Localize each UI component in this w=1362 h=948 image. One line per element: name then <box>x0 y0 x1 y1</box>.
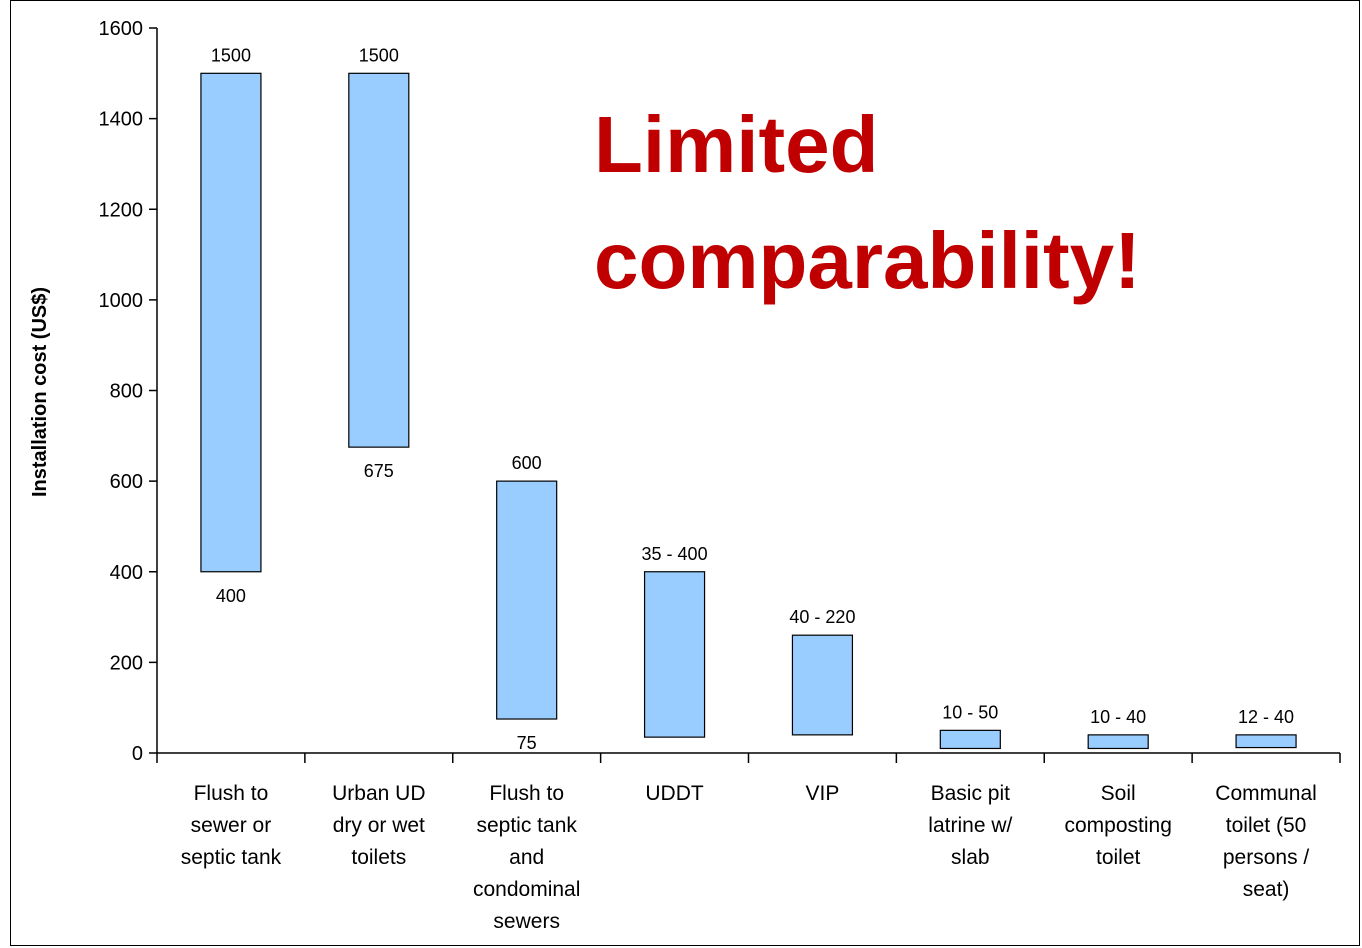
bar-top-label: 10 - 40 <box>1090 707 1146 727</box>
x-category-label-line: persons / <box>1223 846 1310 869</box>
range-bar <box>1087 734 1149 750</box>
x-category-label: Communal toilet (50 persons / seat) <box>1215 782 1317 901</box>
x-category-label: Flush to septic tank and condominal sewers <box>473 782 580 933</box>
y-tick-label: 1200 <box>99 199 144 221</box>
range-bar <box>939 729 1001 750</box>
data-labels: 1500 400 1500 675 600 75 35 - 400 40 - 220 10 - … <box>211 45 1294 753</box>
x-category-label-line: Soil <box>1101 782 1136 805</box>
annotation-line-2: comparability! <box>594 216 1141 305</box>
y-tick-label: 400 <box>110 562 143 584</box>
annotation-line-1: Limited <box>594 100 878 189</box>
x-category-label: Soil composting toilet <box>1064 782 1171 869</box>
bar-top-label: 1500 <box>359 45 399 65</box>
x-category-label: UDDT <box>645 782 703 805</box>
x-category-label-line: sewer or <box>191 814 272 837</box>
x-category-label-line: dry or wet <box>333 814 425 837</box>
x-category-label-line: composting <box>1064 814 1171 837</box>
x-category-label-line: Flush to <box>194 782 269 805</box>
bar-top-label: 40 - 220 <box>789 607 855 627</box>
y-tick-label: 600 <box>110 471 143 493</box>
x-category-label: Urban UD dry or wet toilets <box>332 782 425 869</box>
annotation: Limited comparability! <box>594 100 1141 305</box>
x-category-label-line: sewers <box>493 910 560 933</box>
x-category-label-line: Flush to <box>489 782 564 805</box>
y-axis: 0 200 400 600 800 1000 1200 1400 1600 <box>99 18 158 765</box>
x-category-label-line: VIP <box>806 782 840 805</box>
y-tick-label: 200 <box>110 652 143 674</box>
y-axis-title: Installation cost (US$) <box>29 287 51 497</box>
x-category-label-line: latrine w/ <box>928 814 1012 837</box>
range-bar <box>1235 734 1297 749</box>
x-category-label: Flush to sewer or septic tank <box>181 782 282 869</box>
bars <box>200 72 1297 750</box>
x-category-label-line: Communal <box>1215 782 1317 805</box>
bar-top-label: 35 - 400 <box>642 544 708 564</box>
bar-bottom-label: 675 <box>364 461 394 481</box>
x-category-label-line: Urban UD <box>332 782 425 805</box>
y-tick-label: 1400 <box>99 109 144 131</box>
bar-bottom-label: 400 <box>216 586 246 606</box>
x-category-label-line: condominal <box>473 878 580 901</box>
bar-bottom-label: 75 <box>517 733 537 753</box>
x-category-label-line: septic tank <box>181 846 282 869</box>
y-tick-label: 0 <box>132 743 143 765</box>
x-category-label-line: toilet (50 <box>1226 814 1307 837</box>
x-category-label-line: septic tank <box>476 814 577 837</box>
x-category-label: VIP <box>806 782 840 805</box>
x-category-label-line: Basic pit <box>931 782 1011 805</box>
bar-top-label: 12 - 40 <box>1238 707 1294 727</box>
range-bar <box>496 480 558 720</box>
x-category-label-line: slab <box>951 846 990 869</box>
x-category-label-line: UDDT <box>645 782 703 805</box>
x-category-label-line: and <box>509 846 544 869</box>
bar-top-label: 1500 <box>211 45 251 65</box>
y-tick-label: 800 <box>110 381 143 403</box>
bar-top-label: 600 <box>512 453 542 473</box>
x-category-label-line: toilets <box>351 846 406 869</box>
x-category-label-line: toilet <box>1096 846 1141 869</box>
x-category-label-line: seat) <box>1243 878 1290 901</box>
range-bar <box>200 72 262 573</box>
range-bar <box>348 72 410 448</box>
y-tick-label: 1000 <box>99 290 144 312</box>
range-bar <box>791 634 854 736</box>
range-bar <box>643 571 706 738</box>
y-tick-label: 1600 <box>99 18 144 40</box>
bar-top-label: 10 - 50 <box>942 702 998 722</box>
x-category-label: Basic pit latrine w/slab <box>928 782 1012 869</box>
x-axis: Flush to sewer or septic tank Urban UD dry o… <box>156 752 1341 933</box>
